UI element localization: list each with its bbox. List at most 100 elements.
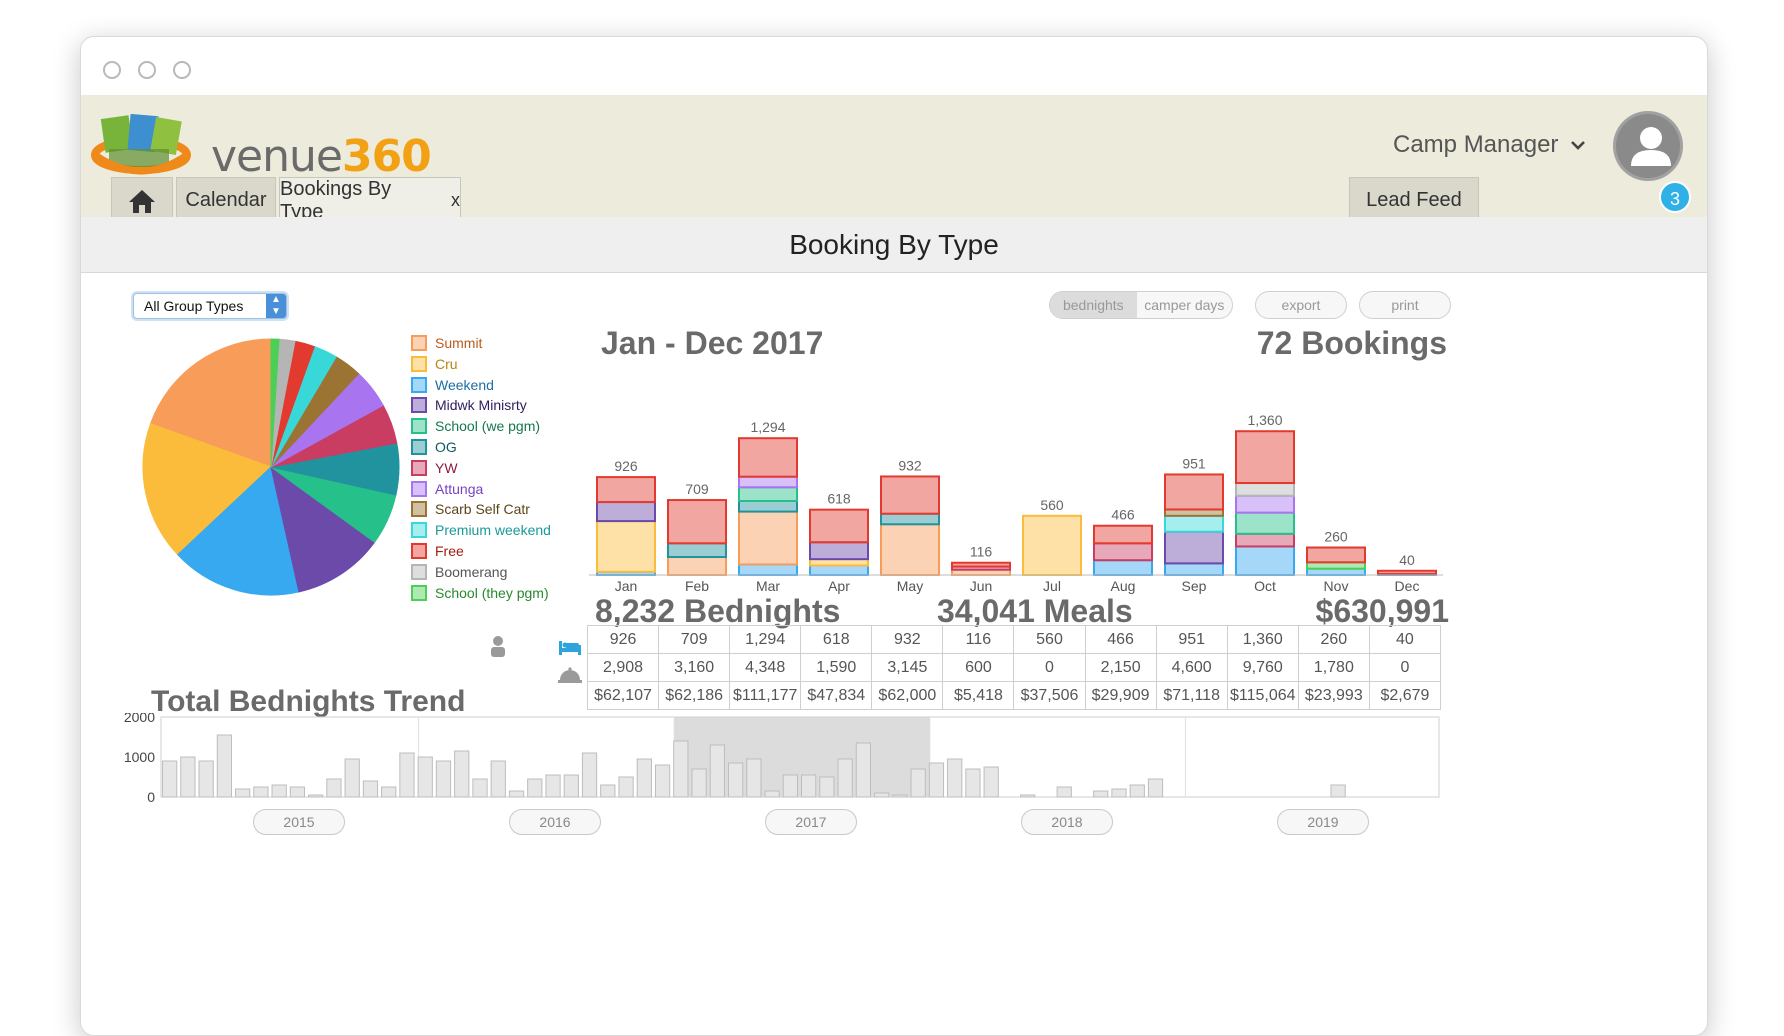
window-minimize-control[interactable] [138, 61, 156, 79]
tab-calendar[interactable]: Calendar [176, 177, 276, 223]
bar-segment[interactable] [809, 508, 869, 544]
toggle-bednights[interactable]: bednights [1050, 292, 1137, 318]
window-zoom-control[interactable] [173, 61, 191, 79]
pie-slice[interactable] [149, 338, 272, 468]
month-tick-label: Jul [1043, 578, 1061, 594]
legend-item[interactable]: Free [411, 541, 464, 561]
user-menu[interactable]: Camp Manager [1393, 131, 1586, 159]
print-button[interactable]: print [1359, 291, 1451, 319]
trend-y-tick-label: 1000 [124, 749, 155, 765]
year-button-2017[interactable]: 2017 [765, 809, 857, 835]
bar-segment[interactable] [951, 561, 1011, 568]
legend-item[interactable]: Attunga [411, 479, 483, 499]
bar-segment[interactable] [880, 523, 940, 576]
bar-segment[interactable] [1164, 473, 1224, 511]
table-cell: $62,107 [586, 681, 660, 710]
bar-segment[interactable] [667, 499, 727, 545]
bar-segment[interactable] [1377, 569, 1437, 575]
bar-segment[interactable] [1235, 545, 1295, 576]
year-button-2015[interactable]: 2015 [253, 809, 345, 835]
bar-segment[interactable] [1093, 524, 1153, 545]
pie-slice[interactable] [270, 465, 376, 593]
bar-segment[interactable] [1093, 559, 1153, 576]
bar-segment[interactable] [1164, 514, 1224, 533]
user-avatar[interactable] [1613, 111, 1683, 181]
group-type-select[interactable]: All Group Types ▲ ▼ [133, 293, 287, 319]
bar-segment[interactable] [1164, 562, 1224, 577]
bar-segment[interactable] [1306, 546, 1366, 564]
bar-segment[interactable] [809, 564, 869, 577]
notification-badge[interactable]: 3 [1659, 181, 1691, 213]
bar-segment[interactable] [809, 541, 869, 561]
legend-item[interactable]: OG [411, 437, 457, 457]
legend-item[interactable]: Scarb Self Catr [411, 499, 530, 519]
bar-segment[interactable] [880, 475, 940, 515]
trend-bar [654, 764, 671, 798]
bar-segment[interactable] [1235, 511, 1295, 535]
bar-segment[interactable] [738, 500, 798, 513]
window-close-control[interactable] [103, 61, 121, 79]
legend-item[interactable]: Boomerang [411, 562, 507, 582]
trend-bar [308, 794, 324, 798]
bar-segment[interactable] [1093, 542, 1153, 562]
bar-segment[interactable] [1235, 494, 1295, 514]
pie-slice[interactable] [142, 423, 272, 556]
table-row-meals: 2,908 3,160 4,348 1,590 3,145 600 0 2,150 4,600 9… [586, 653, 1442, 682]
legend-item[interactable]: School (they pgm) [411, 583, 549, 603]
bar-segment[interactable] [738, 563, 798, 577]
bar-segment[interactable] [596, 520, 656, 573]
bar-segment[interactable] [667, 556, 727, 576]
trend-bar [545, 774, 561, 798]
tab-close-button[interactable]: x [451, 190, 460, 210]
legend-item[interactable]: Midwk Minisrty [411, 395, 527, 415]
legend-item[interactable]: School (we pgm) [411, 416, 540, 436]
pie-slice[interactable] [270, 338, 280, 468]
trend-bar [965, 768, 981, 798]
table-cell: 40 [1368, 625, 1442, 654]
table-cell: 2,908 [586, 653, 660, 682]
group-type-select-value: All Group Types [144, 298, 244, 314]
bar-segment[interactable] [738, 475, 798, 489]
food-cloche-icon[interactable] [557, 661, 583, 687]
bar-segment[interactable] [738, 510, 798, 566]
trend-bar [764, 790, 780, 798]
trend-bar [709, 744, 725, 798]
tab-bookings-by-type[interactable]: Bookings By Type x [279, 177, 461, 223]
moon-icon[interactable] [521, 633, 547, 659]
person-icon[interactable] [485, 633, 511, 659]
bar-segment[interactable] [738, 486, 798, 502]
table-cell: 9,760 [1226, 653, 1299, 682]
bar-segment[interactable] [1164, 530, 1224, 565]
bar-segment[interactable] [1022, 514, 1082, 577]
legend-label: Premium weekend [435, 522, 551, 539]
legend-item[interactable]: Weekend [411, 375, 494, 395]
bar-segment[interactable] [738, 437, 798, 478]
legend-item[interactable]: Cru [411, 354, 458, 374]
legend-item[interactable]: Premium weekend [411, 520, 551, 540]
bar-segment[interactable] [596, 476, 656, 504]
table-cell: $47,834 [800, 681, 873, 710]
pie-slice[interactable] [176, 466, 300, 596]
bar-segment[interactable] [1235, 532, 1295, 548]
legend-label: OG [435, 439, 457, 455]
legend-item[interactable]: YW [411, 458, 458, 478]
year-button-2016[interactable]: 2016 [509, 809, 601, 835]
tab-home[interactable] [111, 177, 173, 223]
bar-segment[interactable] [1235, 482, 1295, 497]
export-button[interactable]: export [1255, 291, 1347, 319]
table-cell: 932 [871, 625, 944, 654]
year-button-2019[interactable]: 2019 [1277, 809, 1369, 835]
bar-segment[interactable] [880, 512, 940, 526]
bar-segment[interactable] [1235, 430, 1295, 485]
tab-lead-feed[interactable]: Lead Feed [1349, 177, 1479, 223]
toggle-camper-days[interactable]: camper days [1144, 297, 1225, 313]
bar-total-label: 560 [1040, 497, 1064, 513]
legend-label: Weekend [435, 376, 494, 393]
bed-icon[interactable] [557, 633, 583, 659]
legend-item[interactable]: Summit [411, 333, 482, 353]
trend-bar [253, 786, 269, 798]
month-tick-label: Aug [1111, 578, 1136, 594]
year-button-2018[interactable]: 2018 [1021, 809, 1113, 835]
bar-segment[interactable] [667, 542, 727, 559]
bar-segment[interactable] [596, 501, 656, 523]
